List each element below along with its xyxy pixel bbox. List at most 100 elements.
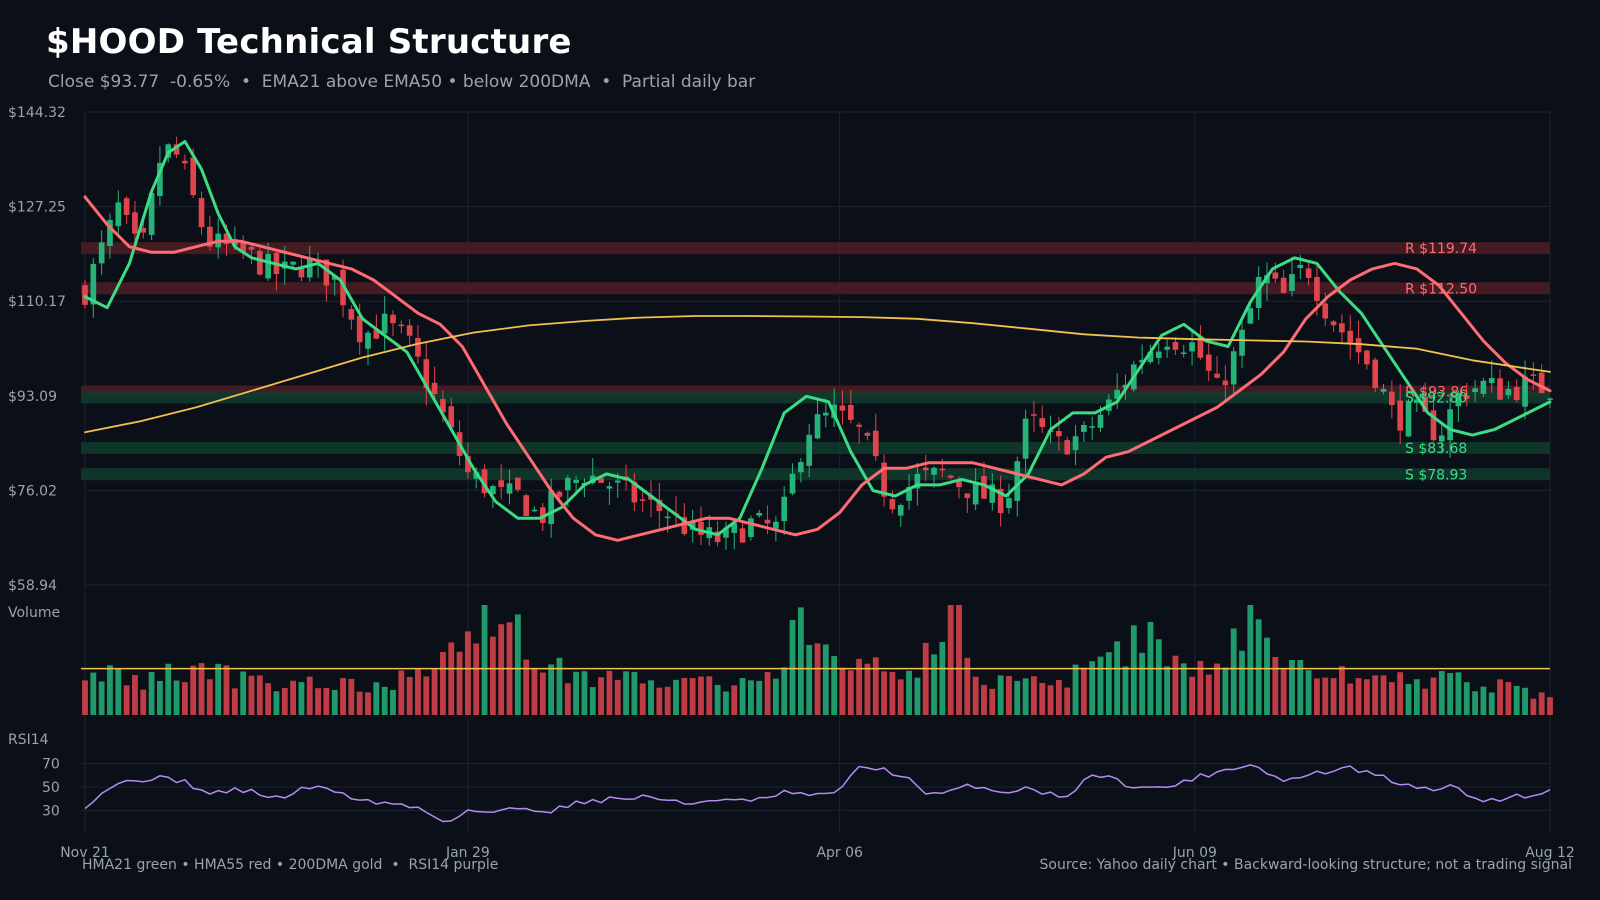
volume-bar (1355, 678, 1362, 715)
rsi-tick-label: 30 (42, 803, 60, 819)
volume-bar (1214, 663, 1220, 715)
price-tick-label: $93.09 (8, 389, 57, 405)
volume-bar (1180, 663, 1187, 715)
candle-body (1014, 461, 1021, 501)
candle-body (523, 495, 529, 516)
candle-body (822, 412, 829, 416)
resistance-band (81, 282, 1550, 295)
volume-bar (331, 689, 338, 715)
volume-bar (248, 675, 255, 715)
candle-body (515, 477, 521, 490)
volume-bar (1014, 680, 1021, 715)
time-tick-label: Apr 06 (816, 845, 863, 861)
candle-body (1530, 374, 1537, 376)
candle-body (1064, 440, 1071, 455)
volume-bar (856, 658, 863, 715)
volume-bar (1513, 685, 1520, 715)
candle-body (639, 499, 646, 501)
chart-subtitle: Close $93.77 -0.65% • EMA21 above EMA50 … (48, 72, 756, 92)
candle-body (1255, 276, 1262, 308)
volume-bar (1314, 678, 1320, 715)
volume-bar (956, 605, 962, 715)
candle-body (373, 330, 380, 339)
candle-body (473, 472, 480, 479)
candle-body (1480, 380, 1487, 394)
volume-bar (881, 671, 888, 715)
candle-body (1214, 373, 1220, 378)
volume-bar (464, 631, 471, 715)
candle-body (1455, 393, 1462, 407)
volume-bar (556, 657, 563, 715)
volume-bar (706, 676, 713, 715)
price-tick-label: $127.25 (8, 200, 66, 216)
volume-bar (906, 670, 912, 715)
volume-bar (1006, 675, 1012, 715)
time-tick-label: Jan 29 (445, 845, 490, 861)
volume-bar (315, 688, 321, 715)
volume-bar (639, 683, 646, 715)
volume-bar (1538, 692, 1545, 715)
candle-body (1538, 372, 1545, 394)
volume-bar (1338, 666, 1345, 715)
volume-bar (581, 671, 588, 715)
candle-body (1097, 414, 1104, 428)
volume-bar (714, 684, 721, 715)
candle-body (1547, 398, 1553, 400)
volume-bar (1205, 674, 1212, 715)
candle-body (1089, 426, 1096, 428)
volume-bar (1347, 683, 1354, 715)
candle-body (1180, 352, 1187, 355)
volume-bar (1039, 682, 1046, 715)
volume-bar (1097, 656, 1104, 715)
volume-bar (756, 680, 763, 715)
volume-bar (673, 679, 679, 715)
volume-bar (448, 642, 455, 715)
volume-bar (897, 679, 904, 715)
volume-bar (290, 680, 297, 715)
volume-bar (1189, 676, 1195, 715)
volume-bar (689, 678, 696, 715)
resistance-band (81, 242, 1550, 255)
candle-body (1139, 359, 1145, 363)
volume-bar (514, 614, 521, 715)
footer-source-note: Source: Yahoo daily chart • Backward-loo… (1039, 857, 1572, 873)
price-tick-label: $58.94 (8, 578, 57, 594)
candle-body (664, 516, 671, 519)
volume-bar (1164, 666, 1171, 715)
volume-bar (981, 684, 987, 715)
time-tick-label: Nov 21 (60, 845, 110, 861)
candle-body (182, 160, 188, 164)
candle-body (1155, 351, 1162, 358)
volume-bar (340, 678, 346, 715)
hma55-line (83, 195, 1552, 542)
candle-body (1189, 342, 1195, 352)
volume-bar (423, 676, 430, 715)
candle-body (1081, 424, 1087, 432)
volume-bar (165, 663, 172, 715)
candle-body (814, 414, 821, 439)
volume-bar (747, 680, 754, 715)
volume-bar (648, 680, 654, 715)
candle-body (1347, 330, 1354, 343)
candle-body (448, 406, 455, 428)
time-tick-label: Aug 12 (1525, 845, 1575, 861)
volume-bar (473, 643, 480, 715)
volume-bar (123, 685, 130, 715)
candle-body (806, 434, 813, 466)
candle-body (173, 144, 180, 155)
volume-bar (356, 691, 363, 715)
candle-body (1330, 321, 1337, 326)
candle-body (981, 475, 987, 499)
200dma-line (84, 315, 1551, 434)
candle-body (1472, 388, 1478, 393)
volume-bar (939, 641, 946, 715)
volume-bar (589, 687, 596, 715)
volume-bar (1139, 652, 1146, 715)
volume-bar (1031, 676, 1037, 715)
candle-body (415, 338, 421, 357)
volume-bar (1055, 680, 1062, 715)
candle-body (1397, 400, 1404, 431)
volume-bar (781, 667, 788, 715)
candle-body (1114, 389, 1120, 399)
